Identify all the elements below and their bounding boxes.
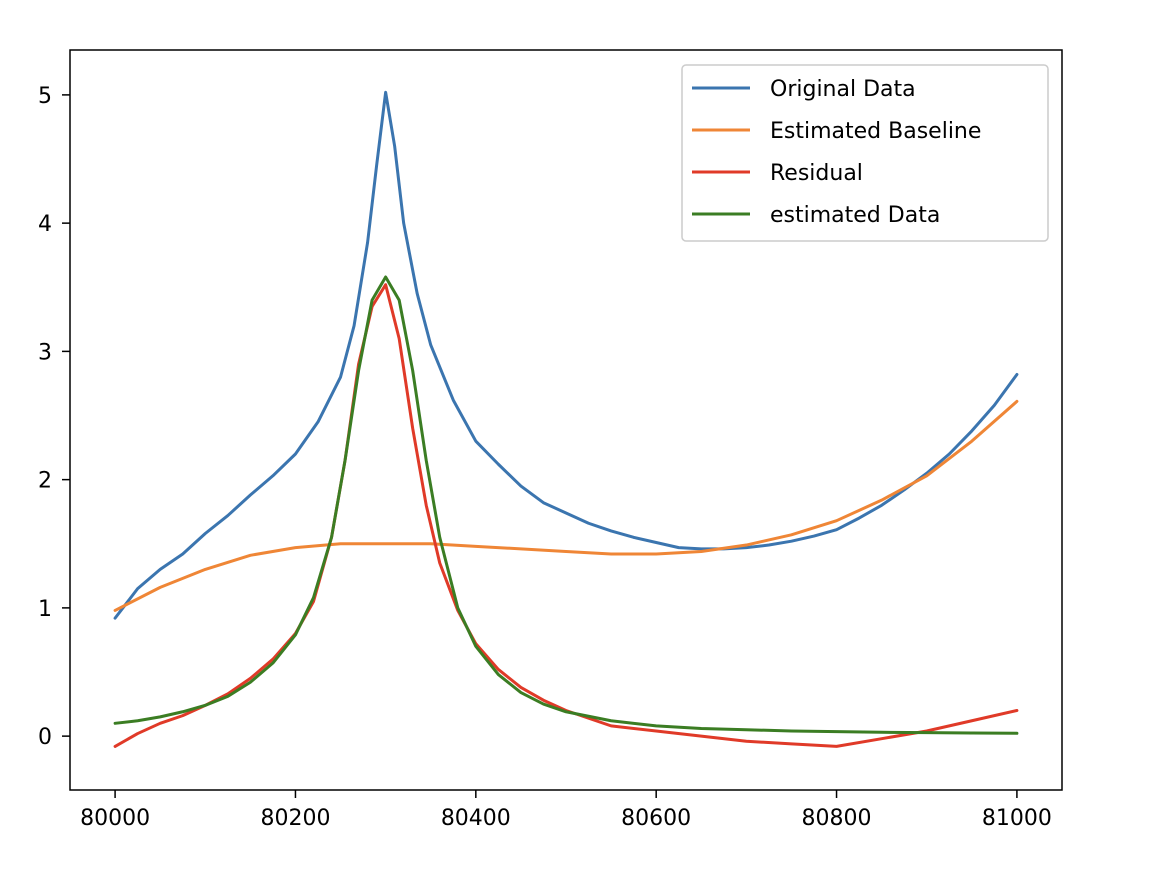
series-line-4 [113, 275, 1019, 735]
y-tick-label: 2 [38, 469, 52, 494]
y-tick-label: 5 [38, 84, 52, 109]
x-axis: 80000 80200 80400 80600 80800 81000 [80, 790, 1052, 831]
series-line-3 [113, 283, 1019, 748]
x-tick-label: 80400 [441, 806, 511, 831]
series-line-2 [113, 399, 1019, 612]
legend-label-1: Original Data [770, 77, 916, 102]
x-tick-label: 80800 [802, 806, 872, 831]
x-tick-label: 80000 [80, 806, 150, 831]
legend: Original Data Estimated Baseline Residual e… [681, 64, 1049, 242]
x-tick-label: 80600 [621, 806, 691, 831]
y-tick-label: 0 [38, 725, 52, 750]
y-tick-label: 1 [38, 597, 52, 622]
plot-frame [69, 49, 1063, 791]
legend-label-3: Residual [770, 161, 863, 186]
y-tick-label: 4 [38, 212, 52, 237]
series-line-1 [113, 90, 1019, 620]
y-axis: 0 1 2 3 4 5 [38, 84, 70, 750]
x-tick-label: 80200 [260, 806, 330, 831]
x-tick-label: 81000 [982, 806, 1052, 831]
legend-box [681, 64, 1049, 242]
legend-label-2: Estimated Baseline [770, 119, 981, 144]
y-tick-label: 3 [38, 340, 52, 365]
legend-label-4: estimated Data [770, 203, 940, 228]
series-layer [113, 90, 1019, 748]
